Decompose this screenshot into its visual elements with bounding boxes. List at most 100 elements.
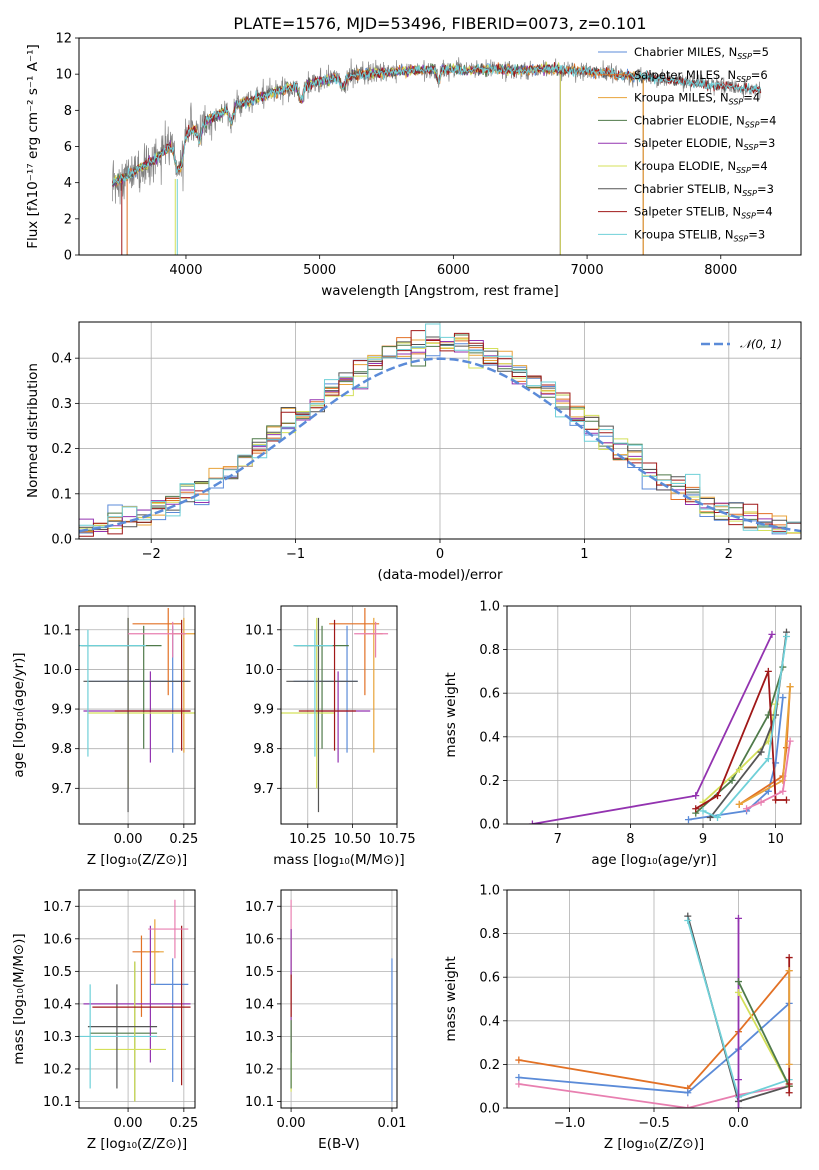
y-tick-label: 10.0 — [43, 663, 72, 678]
weight-marker — [779, 787, 787, 795]
weight-line-7 — [737, 981, 791, 1087]
y-axis-label: mass weight — [443, 672, 459, 757]
weight-marker — [779, 694, 787, 702]
weight-marker — [699, 807, 707, 815]
axes-frame — [78, 889, 196, 1109]
weight-line-8 — [702, 636, 788, 819]
y-tick-label: 0.4 — [479, 730, 500, 745]
x-tick-label: 10.25 — [289, 832, 326, 847]
weight-marker — [734, 988, 742, 996]
x-tick-label: 8 — [626, 832, 634, 847]
y-tick-label: 8 — [64, 104, 72, 119]
weight-marker — [734, 1104, 742, 1108]
y-axis-label: mass weight — [443, 956, 459, 1041]
weight-marker — [515, 1056, 523, 1064]
y-tick-label: 0 — [64, 249, 72, 264]
axes-frame — [280, 605, 398, 825]
legend-label-5: Kroupa ELODIE, NSSP=4 — [634, 159, 768, 175]
legend-label-1: Salpeter MILES, NSSP=6 — [634, 68, 768, 84]
model-line-8 — [112, 63, 761, 185]
weight-marker — [782, 633, 790, 641]
y-tick-label: 10.1 — [43, 1095, 72, 1110]
weight-marker — [515, 1073, 523, 1081]
legend-label-2: Kroupa MILES, NSSP=4 — [634, 91, 760, 107]
x-tick-label: 0.25 — [169, 832, 198, 847]
x-tick-label: 1 — [580, 547, 588, 562]
histogram-step-8 — [79, 323, 801, 538]
x-tick-label: 0.0 — [728, 1116, 749, 1131]
x-tick-label: 10 — [767, 832, 784, 847]
y-tick-label: 10.3 — [245, 1030, 274, 1045]
legend-label-normal: 𝒩(0, 1) — [740, 337, 782, 351]
x-tick-label: −2 — [142, 547, 161, 562]
x-tick-label: 0.00 — [277, 1116, 306, 1131]
y-tick-label: 0.0 — [479, 1102, 500, 1117]
y-tick-label: 10.6 — [245, 932, 274, 947]
x-tick-label: 10.75 — [378, 832, 415, 847]
weight_vs_age-plot-area — [528, 628, 794, 824]
y-tick-label: 10.1 — [43, 623, 72, 638]
weight-marker — [714, 792, 722, 800]
weight-marker — [515, 1080, 523, 1088]
y-tick-label: 0.4 — [479, 1014, 500, 1029]
y-tick-label: 9.7 — [51, 782, 72, 797]
legend-label-3: Chabrier ELODIE, NSSP=4 — [634, 113, 776, 129]
weight-marker — [786, 683, 794, 691]
weight-marker — [728, 776, 736, 784]
legend-label-0: Chabrier MILES, NSSP=5 — [634, 45, 769, 61]
weight-marker — [684, 1089, 692, 1097]
y-tick-label: 10.1 — [245, 623, 274, 638]
weight-marker — [684, 816, 692, 824]
mass_vs_EBV-panel: 0.00 0.01 10.1 10.2 10.3 10.4 10.5 10.6 10.7 E(B-… — [245, 889, 406, 1152]
age_vs_mass-plot-area — [281, 607, 389, 813]
y-tick-label: 0.6 — [479, 971, 500, 986]
x-tick-label: 7000 — [571, 263, 604, 278]
x-tick-label: −1.0 — [554, 1116, 586, 1131]
normal-curve — [79, 357, 801, 533]
x-axis-label: mass [log₁₀(M/M⊙)] — [273, 852, 404, 868]
weight_vs_age-panel: 7 8 9 10 0.0 0.2 0.4 0.6 0.8 1.0 age [log₁₀(age/yr… — [443, 600, 802, 868]
axes-frame — [506, 889, 802, 1109]
x-axis-label: (data-model)/error — [377, 567, 503, 583]
weight-marker — [692, 805, 700, 813]
mass_vs_EBV-plot-area — [290, 899, 393, 1102]
y-tick-label: 0.3 — [51, 397, 72, 412]
y-tick-label: 0.2 — [479, 774, 500, 789]
y-tick-label: 10 — [55, 68, 72, 83]
weight-marker — [786, 737, 794, 745]
spectrum-panel: 4000 5000 6000 7000 8000 0 2 4 6 8 10 12 PLATE=1576,… — [25, 14, 802, 299]
legend-label-7: Salpeter STELIB, NSSP=4 — [634, 205, 773, 221]
y-tick-label: 0.2 — [51, 442, 72, 457]
residuals-panel: −2 −1 0 1 2 0.0 0.1 0.2 0.3 0.4 (data-model)/error… — [25, 321, 802, 583]
x-tick-label: 0.25 — [169, 1116, 198, 1131]
y-tick-label: 10.5 — [245, 965, 274, 980]
age_vs_Z-plot-area — [79, 607, 195, 813]
x-tick-label: 0.00 — [114, 1116, 143, 1131]
weight-marker — [785, 954, 793, 962]
x-tick-label: 10.50 — [334, 832, 371, 847]
weight-marker — [735, 766, 743, 773]
y-axis-label: Flux [fλ10⁻¹⁷ erg cm⁻² s⁻¹ A⁻¹] — [25, 44, 41, 249]
y-tick-label: 9.9 — [253, 703, 274, 718]
mass_vs_Z-panel: 0.00 0.25 10.1 10.2 10.3 10.4 10.5 10.6 10.7 Z [l… — [11, 889, 198, 1152]
legend-label-4: Salpeter ELODIE, NSSP=3 — [634, 136, 775, 152]
x-tick-label: 7 — [554, 832, 562, 847]
weight-line-2 — [518, 1083, 790, 1108]
x-axis-label: Z [log₁₀(Z/Z⊙)] — [604, 1136, 704, 1152]
axes-frame — [506, 605, 802, 825]
x-tick-label: −0.5 — [638, 1116, 670, 1131]
weight-line-9 — [746, 741, 791, 810]
spectrum-plot-area — [111, 57, 762, 255]
weight-marker — [734, 1076, 742, 1084]
x-axis-label: Z [log₁₀(Z/Z⊙)] — [87, 1136, 187, 1152]
weight-line-7 — [695, 671, 787, 810]
weight-marker — [528, 820, 536, 824]
y-tick-label: 0.6 — [479, 687, 500, 702]
weight-marker — [684, 917, 692, 925]
weight-line-4 — [695, 666, 784, 814]
x-axis-label: E(B-V) — [318, 1136, 360, 1152]
weight-marker — [764, 667, 772, 675]
y-axis-label: mass [log₁₀(M/M⊙)] — [11, 933, 27, 1064]
axes-frame — [280, 889, 398, 1109]
weight-line-0 — [518, 970, 790, 1090]
